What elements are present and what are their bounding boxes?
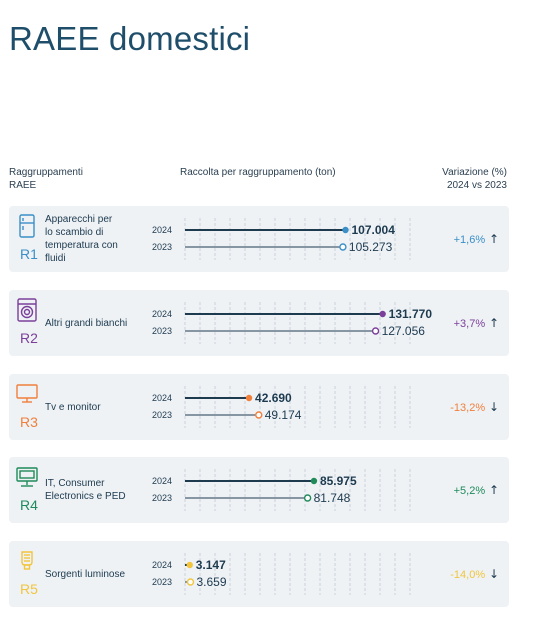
value-label-2023: 3.659 (196, 575, 226, 589)
bar-area: 42.690 49.174 (184, 386, 411, 428)
variation-value: +1,6% ↑ (454, 232, 499, 246)
arrow-down-icon: ↓ (485, 567, 499, 581)
year-label-2024: 2024 (152, 560, 173, 570)
category-label: Apparecchi per lo scambio di temperatura c… (45, 213, 145, 265)
value-label-2024: 107.004 (352, 223, 396, 237)
value-label-2024: 42.690 (255, 391, 292, 405)
group-code: R2 (20, 330, 38, 346)
variation-percent: -14,0% (450, 569, 486, 581)
arrow-up-icon: ↑ (485, 316, 499, 330)
year-label-2024: 2024 (152, 309, 173, 319)
category-label-line: Altri grandi bianchi (45, 317, 128, 329)
category-label: IT, Consumer Electronics e PED (45, 477, 145, 503)
arrow-up-icon: ↑ (485, 483, 499, 497)
year-label-2023: 2023 (152, 577, 173, 587)
chart-row-r3: R3 Tv e monitor 2024 2023 42.690 49.174 -13,2%… (9, 374, 509, 440)
category-label: Sorgenti luminose (45, 568, 145, 581)
point-2024 (342, 226, 349, 234)
value-label-2023: 81.748 (314, 491, 351, 505)
variation-percent: +3,7% (453, 318, 486, 330)
value-label-2024: 85.975 (320, 474, 357, 488)
variation-percent: -13,2% (450, 402, 486, 414)
category-label-line: fluidi (45, 253, 66, 264)
category-label-line: Sorgenti luminose (45, 568, 126, 580)
category-label: Altri grandi bianchi (45, 317, 145, 330)
computer-icon (16, 467, 38, 487)
category-label: Tv e monitor (45, 401, 145, 414)
point-2023 (303, 494, 312, 502)
fridge-icon (19, 214, 35, 238)
year-label-2023: 2023 (152, 326, 173, 336)
category-label-line: lo scambio di (45, 227, 104, 238)
category-label-line: Apparecchi per (45, 214, 113, 225)
value-label-2023: 127.056 (382, 324, 426, 338)
year-label-2024: 2024 (152, 393, 173, 403)
value-label-2023: 49.174 (265, 408, 302, 422)
group-code: R3 (20, 414, 38, 430)
year-label-2024: 2024 (152, 476, 173, 486)
point-2023 (339, 243, 347, 251)
year-label-2024: 2024 (152, 225, 173, 235)
category-label-line: temperatura con (45, 240, 118, 251)
point-2023 (371, 327, 380, 335)
year-label-2023: 2023 (152, 410, 173, 420)
group-code: R1 (20, 246, 38, 262)
header-variation: Variazione (%) 2024 vs 2023 (442, 166, 507, 192)
value-label-2024: 131.770 (389, 307, 433, 321)
bar-area: 107.004 105.273 (184, 218, 411, 260)
point-2024 (310, 477, 318, 485)
chart-row-r1: R1 Apparecchi per lo scambio di temperatura… (9, 206, 509, 272)
header-groups-line2: RAEE (9, 180, 37, 191)
light-bulb-icon (21, 551, 33, 570)
year-label-2023: 2023 (152, 493, 173, 503)
header-groups-line1: Raggruppamenti (9, 167, 83, 178)
point-2024 (186, 561, 193, 569)
header-variation-line2: 2024 vs 2023 (446, 180, 507, 191)
value-label-2024: 3.147 (196, 558, 226, 572)
variation-percent: +1,6% (453, 234, 486, 246)
point-2024 (245, 394, 253, 402)
variation-value: -13,2% ↓ (450, 400, 499, 414)
point-2024 (379, 310, 386, 318)
year-label-2023: 2023 (152, 242, 173, 252)
washing-machine-icon (17, 298, 37, 322)
variation-percent: +5,2% (453, 485, 486, 497)
chart-row-r2: R2 Altri grandi bianchi 2024 2023 131.770 127… (9, 290, 509, 356)
header-collection: Raccolta per raggruppamento (ton) (180, 167, 336, 178)
value-label-2023: 105.273 (349, 240, 393, 254)
chart-row-r4: R4 IT, Consumer Electronics e PED 2024 2023 8… (9, 457, 509, 523)
variation-value: +3,7% ↑ (454, 316, 499, 330)
category-label-line: Tv e monitor (45, 401, 101, 413)
bar-area: 131.770 127.056 (184, 302, 433, 344)
group-code: R4 (20, 497, 38, 513)
category-label-line: Electronics e PED (45, 491, 126, 502)
variation-value: +5,2% ↑ (454, 483, 499, 497)
header-variation-line1: Variazione (%) (442, 167, 507, 178)
variation-value: -14,0% ↓ (450, 567, 499, 581)
chart-row-r5: R5 Sorgenti luminose 2024 2023 3.147 3.659 -14… (9, 541, 509, 607)
header-groups: Raggruppamenti RAEE (9, 166, 83, 192)
point-2023 (186, 578, 195, 586)
tv-icon (16, 384, 38, 403)
point-2023 (255, 411, 263, 419)
page-title: RAEE domestici (9, 20, 251, 57)
arrow-up-icon: ↑ (485, 232, 499, 246)
arrow-down-icon: ↓ (485, 400, 499, 414)
bar-area: 85.975 81.748 (184, 469, 411, 511)
bar-area: 3.147 3.659 (184, 553, 411, 595)
group-code: R5 (20, 581, 38, 597)
category-label-line: IT, Consumer (45, 478, 105, 489)
